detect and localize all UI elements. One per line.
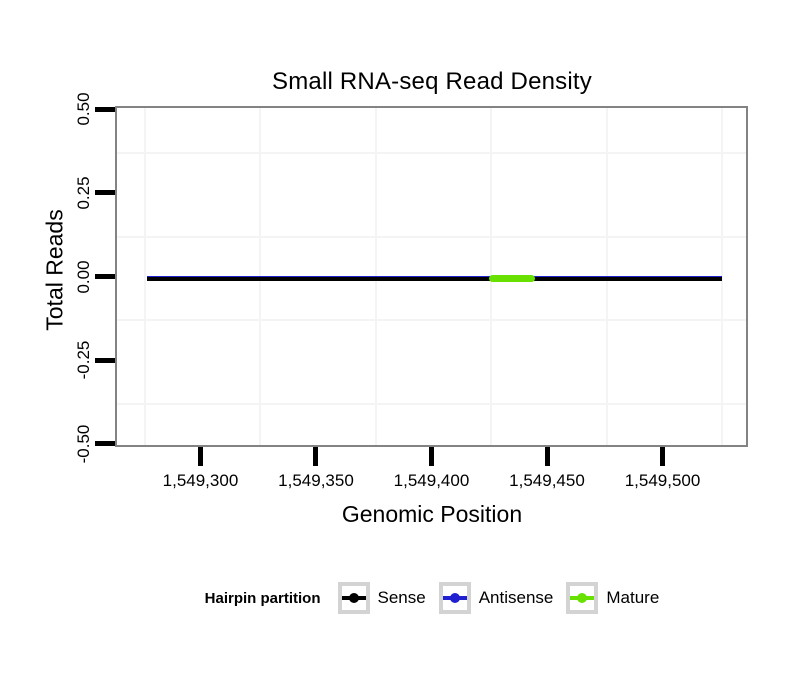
- legend-key-sense: [337, 582, 370, 614]
- legend-label: Antisense: [478, 588, 554, 607]
- legend-item-sense: Sense: [337, 582, 426, 614]
- minor-gridline-horizontal: [117, 319, 746, 322]
- x-tick-label: 1,549,450: [509, 471, 585, 490]
- legend-title: Hairpin partition: [204, 589, 321, 607]
- minor-gridline-horizontal: [117, 402, 746, 405]
- legend-label: Sense: [377, 588, 426, 607]
- y-axis-title: Total Reads: [41, 209, 68, 331]
- x-axis-tick: [197, 447, 203, 466]
- x-axis-title: Genomic Position: [341, 501, 523, 527]
- chart-title: Small RNA-seq Read Density: [272, 68, 592, 95]
- y-axis-tick: [95, 441, 115, 447]
- minor-gridline-vertical: [721, 108, 724, 445]
- minor-gridline-vertical: [143, 108, 146, 445]
- legend-key-mature: [566, 582, 599, 614]
- y-tick-label: 0.00: [74, 259, 93, 294]
- x-axis-tick: [313, 447, 319, 466]
- legend-key-dot-icon: [348, 593, 359, 603]
- legend-label: Mature: [606, 588, 660, 607]
- legend-key-dot-icon: [577, 593, 588, 603]
- legend-key-dot-icon: [449, 593, 460, 603]
- legend-items: Sense Antisense Mature: [337, 582, 659, 614]
- minor-gridline-horizontal: [117, 235, 746, 238]
- minor-gridline-horizontal: [117, 152, 746, 155]
- plot-panel: [115, 106, 748, 447]
- y-axis-tick: [95, 190, 115, 196]
- y-tick-label: 0.25: [74, 176, 93, 210]
- x-tick-label: 1,549,400: [393, 471, 470, 490]
- x-axis-tick: [429, 447, 434, 466]
- y-axis-tick: [95, 274, 115, 279]
- legend-item-antisense: Antisense: [438, 582, 554, 614]
- legend: Hairpin partition Sense Antisense Mature: [116, 580, 748, 616]
- x-axis-tick: [660, 447, 666, 466]
- y-tick-label: 0.50: [74, 92, 93, 126]
- y-tick-label: -0.25: [74, 340, 93, 380]
- x-axis-tick: [544, 447, 550, 466]
- series-line-sense: [147, 277, 723, 281]
- x-tick-label: 1,549,300: [162, 471, 239, 490]
- x-tick-label: 1,549,500: [624, 471, 701, 490]
- series-line-mature: [488, 275, 536, 282]
- y-axis-tick: [95, 357, 115, 363]
- y-tick-label: -0.50: [74, 424, 93, 464]
- legend-key-antisense: [438, 582, 471, 614]
- y-axis-tick: [95, 106, 115, 112]
- legend-item-mature: Mature: [566, 582, 659, 614]
- x-tick-label: 1,549,350: [278, 471, 354, 490]
